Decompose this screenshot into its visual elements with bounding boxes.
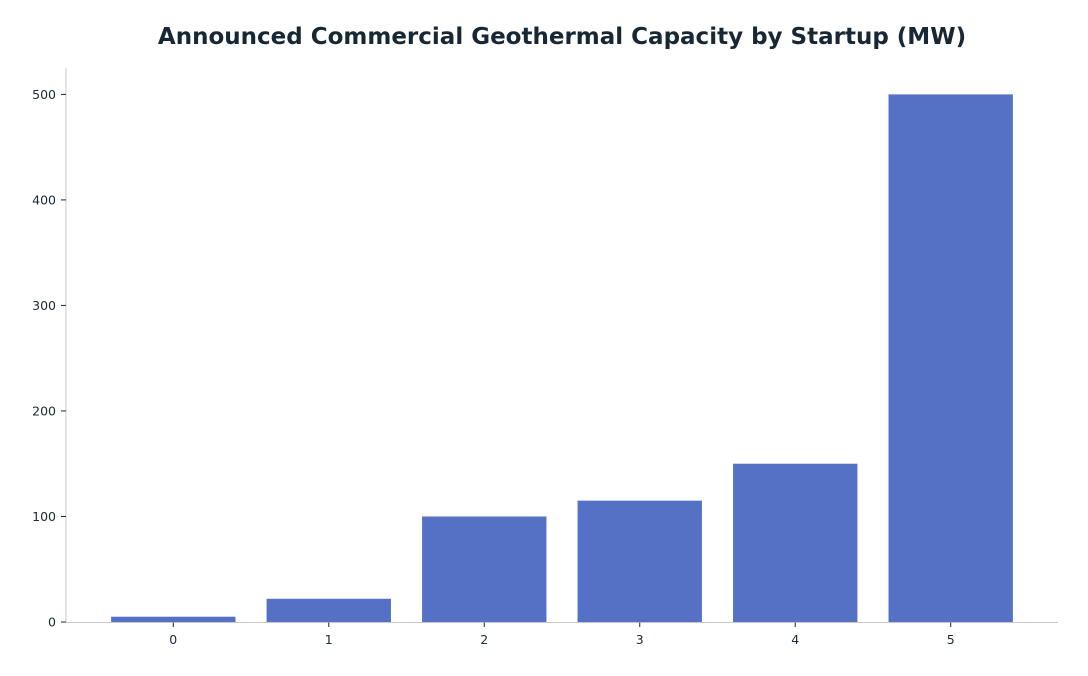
x-tick-label: 5 xyxy=(947,632,955,647)
x-tick-label: 0 xyxy=(169,632,177,647)
x-tick-label: 2 xyxy=(480,632,488,647)
bars-group xyxy=(111,94,1013,622)
y-tick-label: 300 xyxy=(32,298,56,313)
x-tick-label: 1 xyxy=(325,632,333,647)
x-axis-ticks: 0 1 2 3 4 5 xyxy=(169,622,955,647)
y-tick-label: 100 xyxy=(32,509,56,524)
y-tick-label: 400 xyxy=(32,192,56,207)
bar-2 xyxy=(422,516,547,622)
y-tick-label: 200 xyxy=(32,403,56,418)
x-tick-label: 4 xyxy=(791,632,799,647)
bar-0 xyxy=(111,616,236,622)
bar-4 xyxy=(733,463,858,622)
y-tick-label: 500 xyxy=(32,87,56,102)
x-tick-label: 3 xyxy=(636,632,644,647)
bar-3 xyxy=(577,500,702,622)
bar-5 xyxy=(888,94,1013,622)
y-tick-label: 0 xyxy=(48,615,56,630)
y-axis-ticks: 0 100 200 300 400 500 xyxy=(32,87,66,630)
chart-title: Announced Commercial Geothermal Capacity… xyxy=(157,24,967,50)
bar-1 xyxy=(266,598,391,622)
